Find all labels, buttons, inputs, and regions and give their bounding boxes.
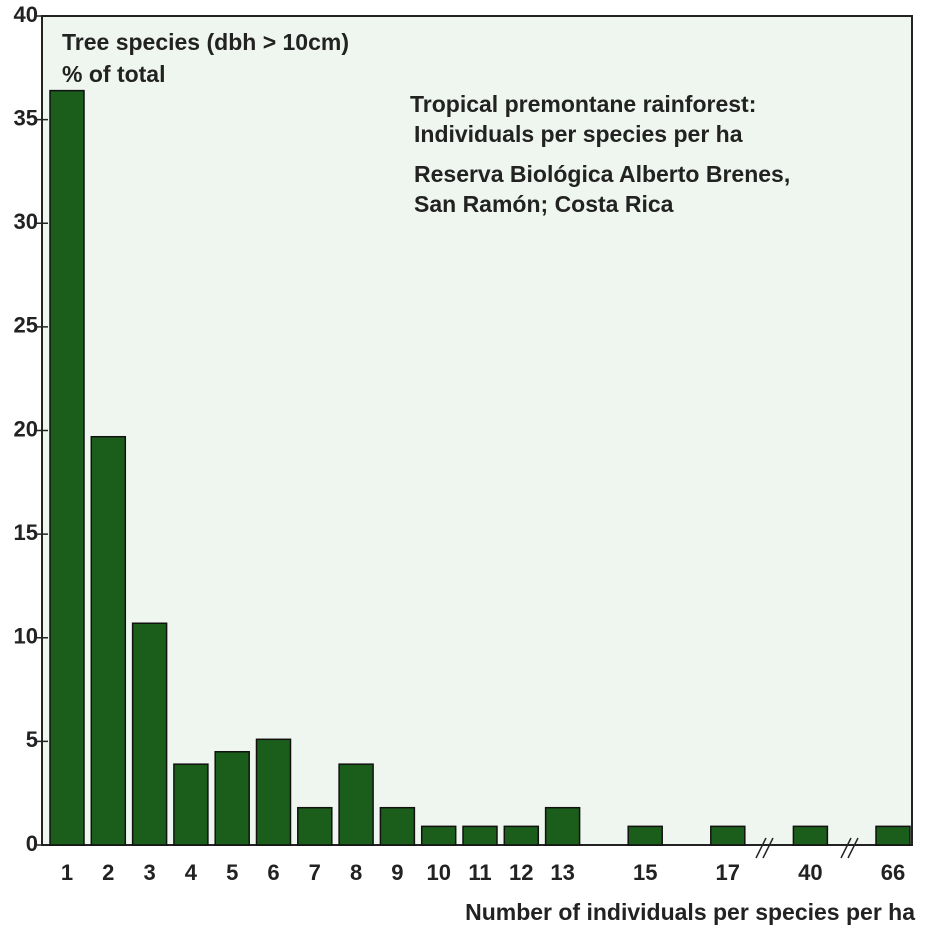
annotation: San Ramón; Costa Rica (414, 191, 674, 217)
bar (379, 806, 416, 846)
x-tick-label: 3 (143, 860, 155, 885)
x-tick-label: 10 (426, 860, 450, 885)
y-tick-label: 10 (14, 624, 38, 649)
x-tick-label: 6 (267, 860, 279, 885)
x-tick-label: 5 (226, 860, 238, 885)
bar (49, 89, 85, 846)
bar (90, 435, 127, 846)
chart-title: Tree species (dbh > 10cm) (62, 29, 349, 55)
x-tick-label: 15 (633, 860, 657, 885)
x-tick-label: 66 (881, 860, 905, 885)
y-tick-label: 15 (14, 520, 38, 545)
bar (544, 806, 581, 846)
y-axis-label: % of total (62, 61, 166, 87)
y-tick-label: 0 (26, 831, 38, 856)
bar (462, 825, 498, 846)
plot-area (41, 15, 913, 846)
x-tick-label: 12 (509, 860, 533, 885)
x-tick-label: 1 (61, 860, 73, 885)
bar (297, 806, 333, 846)
bar (338, 763, 374, 846)
x-tick-label: 40 (798, 860, 822, 885)
x-axis-label: Number of individuals per species per ha (465, 899, 915, 925)
y-tick-label: 30 (14, 209, 38, 234)
x-tick-label: 13 (550, 860, 574, 885)
bar (503, 825, 540, 846)
bar (710, 825, 746, 846)
bar (255, 738, 292, 846)
x-tick-label: 8 (350, 860, 362, 885)
annotation: Tropical premontane rainforest: (410, 91, 756, 117)
y-tick-label: 40 (14, 2, 38, 27)
annotation: Individuals per species per ha (414, 121, 743, 147)
x-tick-label: 17 (716, 860, 740, 885)
bar (792, 825, 829, 846)
annotation: Reserva Biológica Alberto Brenes, (414, 161, 790, 187)
axis-break (755, 837, 859, 859)
bar (420, 825, 457, 846)
y-tick-label: 35 (14, 105, 38, 130)
bar (214, 750, 250, 846)
bar (627, 825, 663, 846)
bar (131, 622, 168, 846)
bar (173, 763, 209, 846)
x-tick-label: 7 (309, 860, 321, 885)
x-tick-label: 4 (185, 860, 198, 885)
bar (875, 825, 911, 846)
y-tick-label: 5 (26, 727, 38, 752)
x-tick-label: 11 (468, 860, 491, 885)
y-tick-label: 20 (14, 416, 38, 441)
y-tick-label: 25 (14, 313, 38, 338)
x-tick-label: 2 (102, 860, 114, 885)
x-tick-label: 9 (391, 860, 403, 885)
